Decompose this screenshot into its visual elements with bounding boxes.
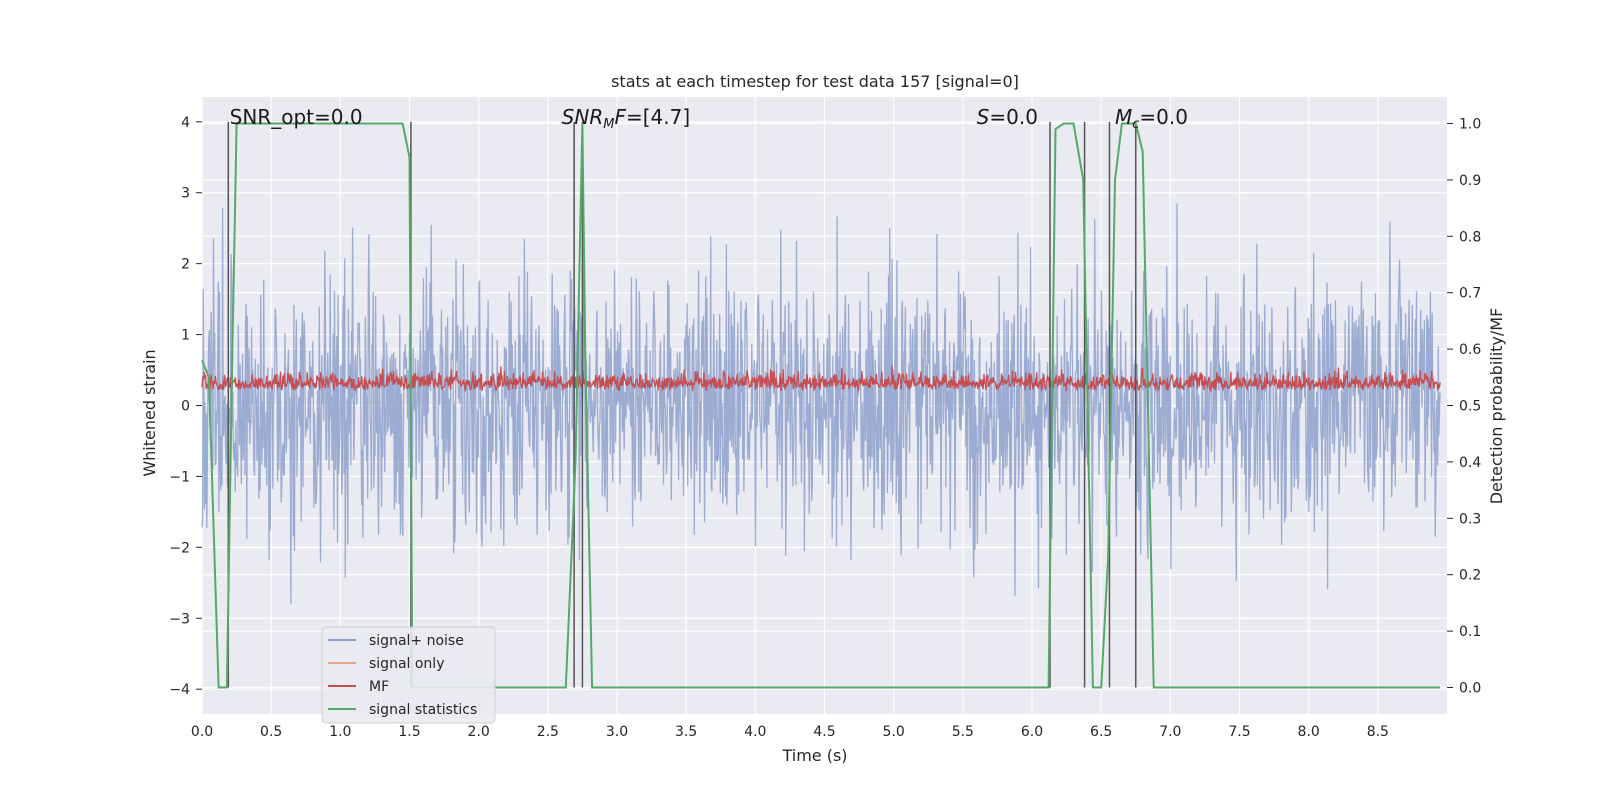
y-right-tick-label: 0.5: [1459, 399, 1481, 415]
x-tick-label: 4.0: [744, 724, 766, 740]
annotation-label: Mc=0.0: [1115, 105, 1188, 132]
y-left-tick-label: 1: [181, 328, 190, 344]
y-right-tick-label: 0.9: [1459, 173, 1481, 189]
y-left-tick-label: 0: [181, 399, 190, 415]
y-right-tick-label: 0.0: [1459, 680, 1481, 696]
y-right-tick-label: 0.8: [1459, 229, 1481, 245]
stats-series: [201, 122, 1441, 689]
x-tick-label: 8.5: [1367, 724, 1389, 740]
annotation-label: S=0.0: [977, 105, 1038, 129]
x-tick-label: 6.5: [1090, 724, 1112, 740]
y-right-tick-label: 0.7: [1459, 286, 1481, 302]
y-right-tick-label: 0.6: [1459, 342, 1481, 358]
y-right-tick-label: 0.4: [1459, 455, 1481, 471]
x-tick-label: 2.0: [468, 724, 490, 740]
legend-label: signal+ noise: [369, 633, 464, 649]
x-tick-label: 0.0: [191, 724, 213, 740]
y-left-tick-label: 2: [181, 257, 190, 273]
x-tick-label: 2.5: [537, 724, 559, 740]
annotation-label: SNR_opt=0.0: [230, 105, 363, 129]
y-right-tick-label: 0.2: [1459, 568, 1481, 584]
y-axis-left-label: Whitened strain: [140, 349, 159, 476]
x-tick-label: 3.5: [675, 724, 697, 740]
y-right-tick-label: 1.0: [1459, 117, 1481, 133]
y-right-tick-label: 0.3: [1459, 511, 1481, 527]
y-left-tick-label: −4: [169, 682, 190, 698]
annotations: SNR_opt=0.0 SNRMF=[4.7] S=0.0 Mc=0.0: [230, 105, 1188, 132]
y-left-tick-label: −2: [169, 540, 190, 556]
x-tick-label: 1.0: [329, 724, 351, 740]
chart-title: stats at each timestep for test data 157…: [611, 72, 1019, 91]
y-left-tick-label: −3: [169, 611, 190, 627]
y-left-tick-label: −1: [169, 469, 190, 485]
legend: signal+ noise signal only MF signal statist…: [321, 626, 496, 724]
y-left-tick-label: 3: [181, 186, 190, 202]
y-axis-right-label: Detection probability/MF: [1487, 308, 1506, 505]
legend-label: signal only: [369, 656, 444, 672]
annotation-label: SNRMF=[4.7]: [562, 105, 690, 132]
mf-line: [201, 365, 1441, 394]
axis-ticks: 0.0 0.5 1.0 1.5 2.0 2.5 3.0 3.5 4.0 4.5 5.0 5.5 6.0 6…: [169, 115, 1481, 740]
x-tick-label: 5.0: [883, 724, 905, 740]
x-tick-label: 4.5: [813, 724, 835, 740]
x-tick-label: 8.0: [1298, 724, 1320, 740]
y-left-tick-label: 4: [181, 115, 190, 131]
legend-box: [321, 626, 496, 724]
x-tick-label: 5.5: [952, 724, 974, 740]
x-tick-label: 3.0: [606, 724, 628, 740]
x-tick-label: 7.0: [1159, 724, 1181, 740]
legend-label: MF: [369, 679, 389, 695]
x-axis-label: Time (s): [781, 746, 847, 765]
x-tick-label: 1.5: [398, 724, 420, 740]
stats-line: [201, 122, 1441, 689]
y-right-tick-label: 0.1: [1459, 624, 1481, 640]
x-tick-label: 7.5: [1228, 724, 1250, 740]
x-tick-label: 0.5: [260, 724, 282, 740]
x-tick-label: 6.0: [1021, 724, 1043, 740]
mf-series: [201, 365, 1441, 394]
legend-label: signal statistics: [369, 702, 477, 718]
